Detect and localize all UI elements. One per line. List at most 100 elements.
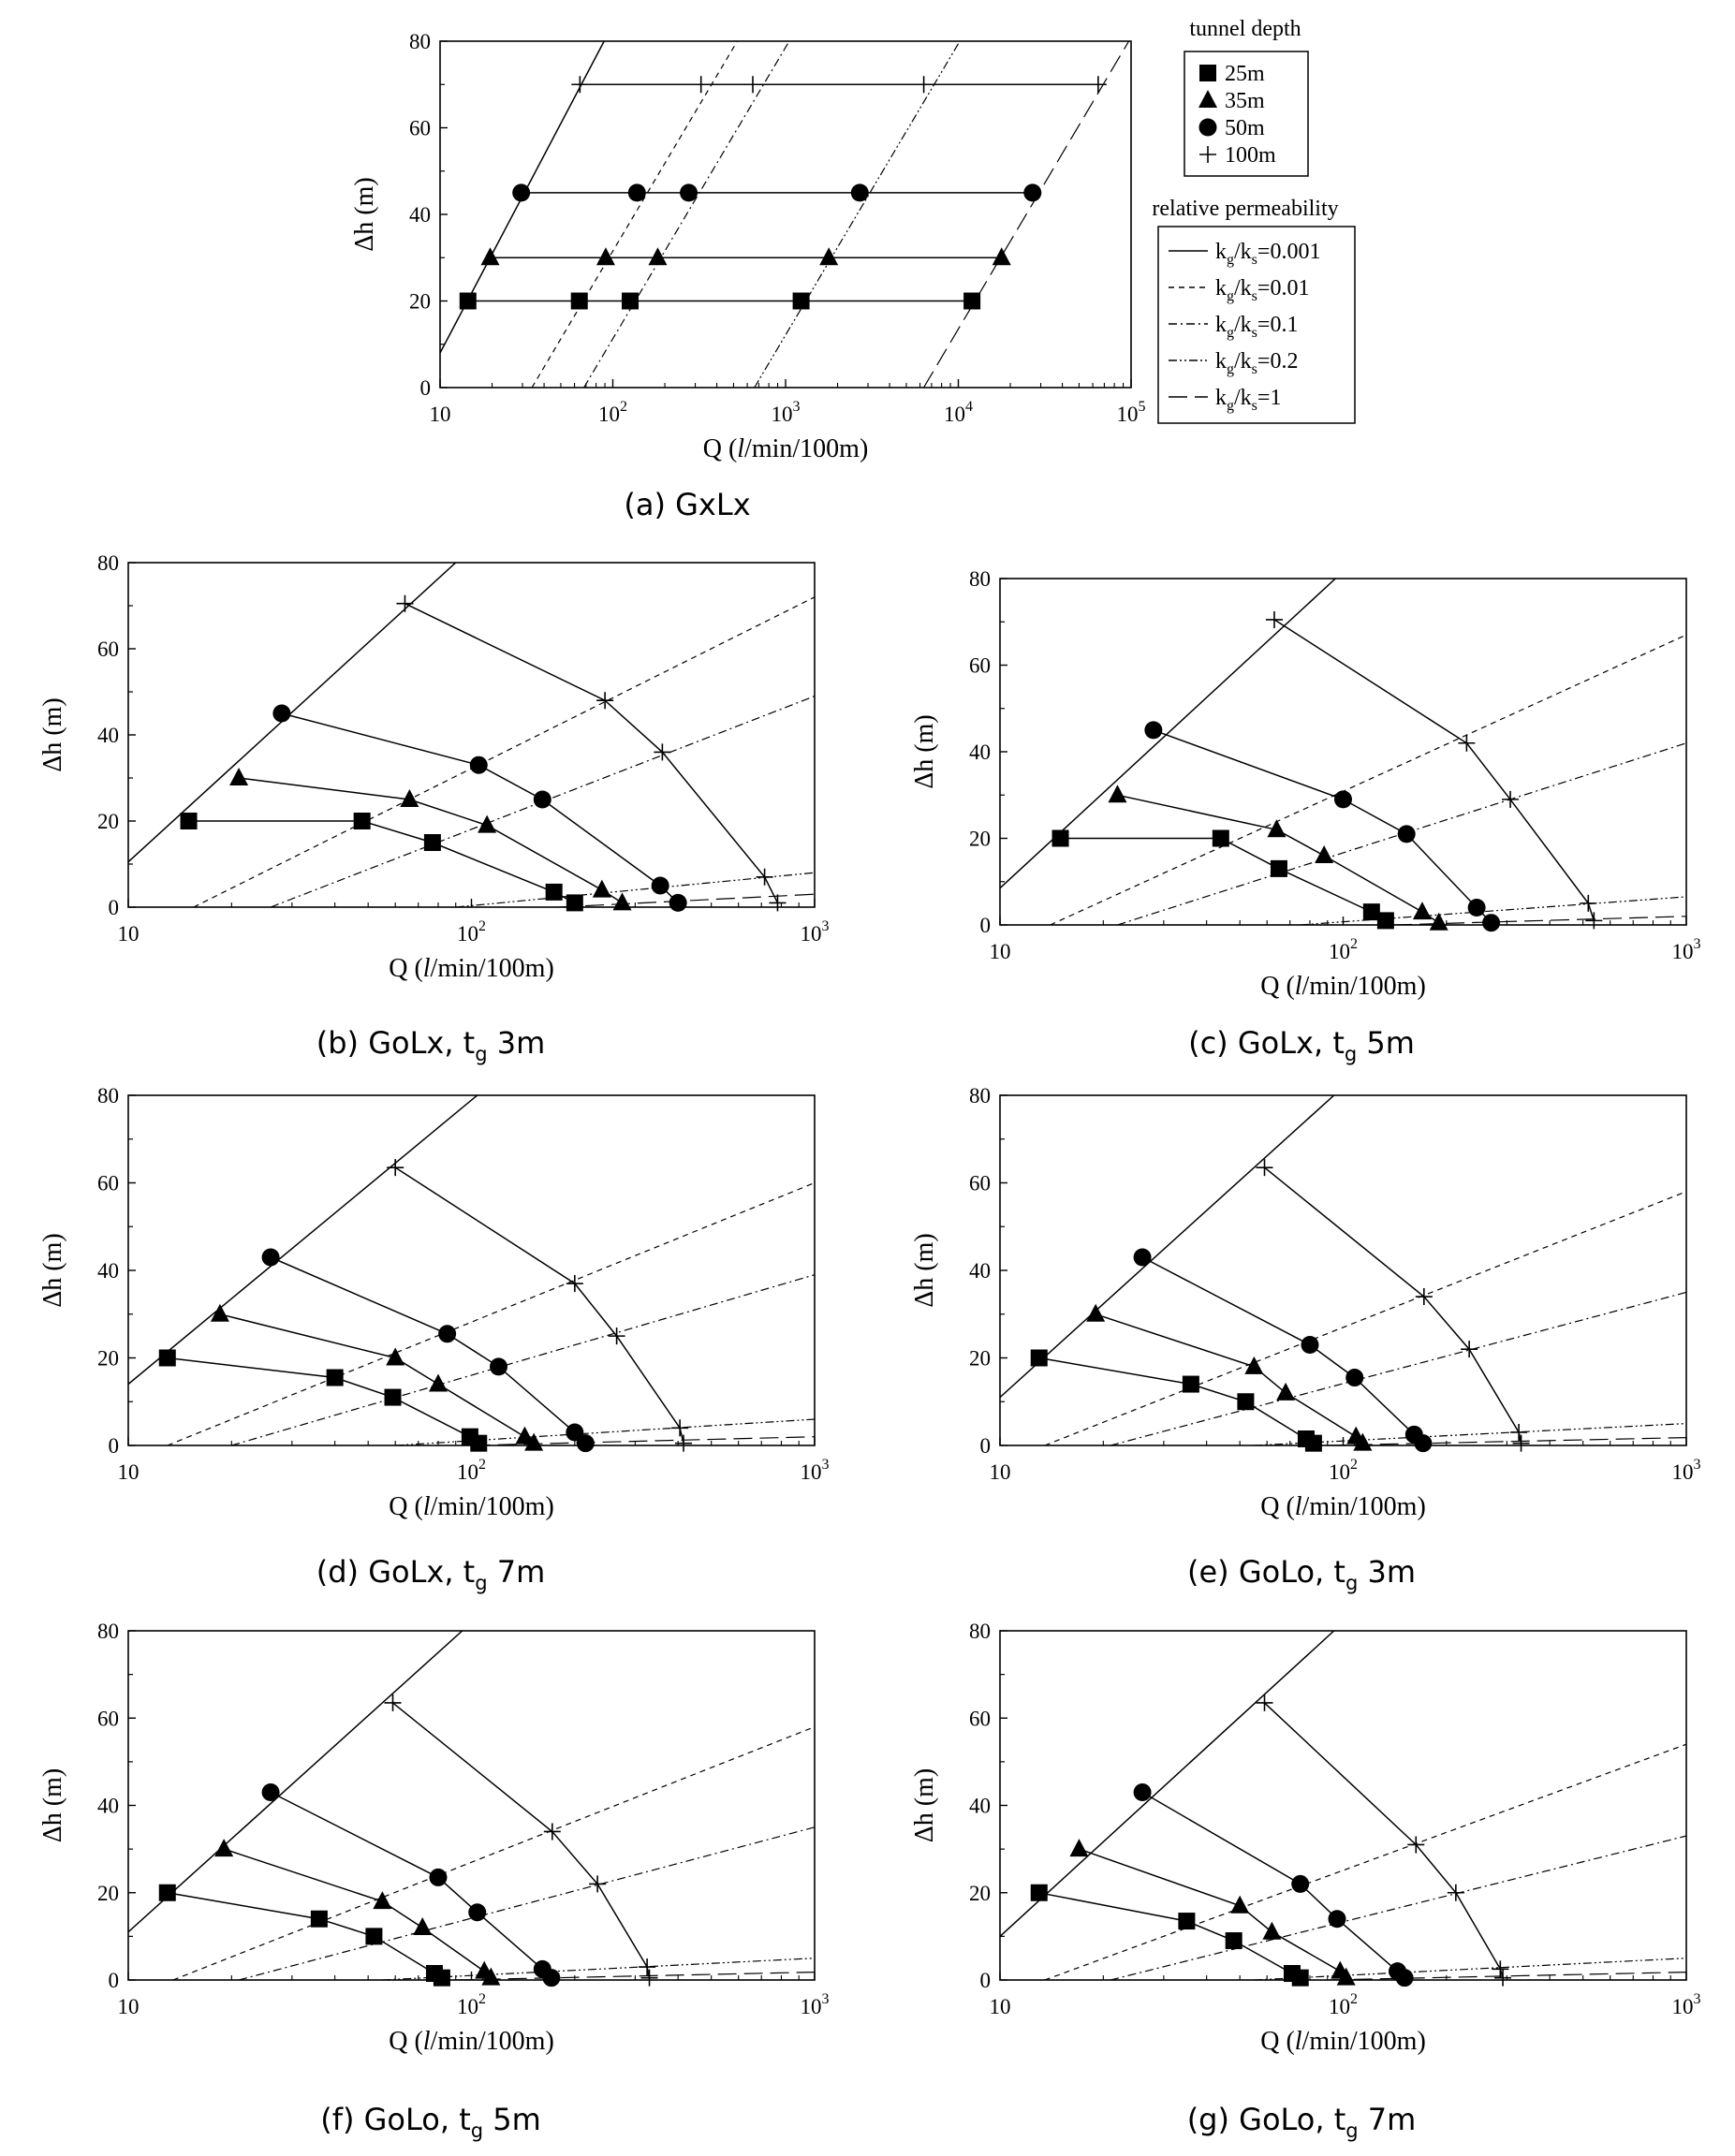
x-tick-exponent: 3 — [1694, 1457, 1701, 1473]
data-point-circle — [1467, 899, 1486, 917]
x-tick-base: 10 — [1329, 940, 1350, 963]
data-point-circle — [627, 183, 646, 202]
legend-marker-plus — [1199, 146, 1216, 163]
x-axis-label: Q (l/min/100m) — [1260, 972, 1426, 1001]
series-plus — [396, 594, 787, 912]
data-point-circle — [566, 1423, 584, 1442]
data-point-triangle — [1069, 1839, 1089, 1857]
series-circle — [1144, 721, 1501, 932]
x-tick-label: 104 — [944, 399, 973, 426]
legend-marker-triangle — [1198, 90, 1217, 108]
reference-line-longdash — [455, 1972, 815, 1980]
y-tick-label: 80 — [409, 30, 431, 53]
x-tick-base: 10 — [990, 940, 1011, 963]
series-line — [219, 1313, 535, 1445]
data-point-square — [622, 292, 640, 310]
series-line — [188, 820, 576, 904]
reference-line-longdash — [559, 893, 815, 907]
data-point-circle — [1328, 1910, 1346, 1929]
ratio-k: k — [1215, 386, 1227, 410]
x-tick-base: 10 — [990, 1995, 1011, 2018]
panel-caption-pre: (g) GoLo, t — [1187, 2102, 1346, 2137]
data-point-square — [365, 1928, 383, 1945]
y-tick-label: 80 — [97, 1620, 119, 1643]
data-point-circle — [1414, 1434, 1433, 1453]
y-axis-label: Δh (m) — [350, 177, 379, 251]
data-point-triangle — [1230, 1895, 1250, 1914]
data-point-square — [1225, 1932, 1242, 1950]
series-circle — [272, 704, 687, 912]
series-triangle — [480, 247, 1011, 266]
x-tick-label: 10 — [990, 1460, 1011, 1484]
series-line — [392, 1702, 651, 1978]
x-axis-label-l: l — [1295, 972, 1302, 1001]
ratio-value: =0.01 — [1257, 276, 1310, 301]
y-tick-label: 60 — [969, 1172, 991, 1195]
data-point-square — [310, 1910, 328, 1928]
data-point-square — [459, 292, 477, 310]
ratio-k: k — [1241, 276, 1252, 301]
ratio-value: =0.2 — [1257, 349, 1299, 374]
x-tick-base: 10 — [1672, 1460, 1694, 1484]
data-point-plus — [566, 1275, 583, 1293]
reference-line-dashdotdot — [455, 872, 815, 907]
reference-line-solid — [128, 563, 457, 863]
panel-caption-post: 7m — [488, 1554, 546, 1590]
plot-frame — [999, 578, 1687, 926]
reference-line-longdash — [922, 41, 1130, 388]
legend-permeability-label: kg/ks=0.2 — [1215, 349, 1298, 377]
y-tick-label: 40 — [409, 203, 431, 227]
x-tick-label: 103 — [801, 1457, 830, 1484]
x-tick-base: 10 — [801, 922, 822, 946]
panel-caption-sub: g — [1345, 2119, 1358, 2142]
reference-line-solid — [1000, 1631, 1335, 1937]
data-point-square — [545, 883, 563, 901]
x-tick-base: 10 — [944, 403, 965, 426]
y-axis-label: Δh (m) — [38, 697, 67, 771]
x-tick-exponent: 3 — [822, 918, 830, 934]
data-point-triangle — [1276, 1382, 1296, 1401]
data-point-square — [326, 1369, 344, 1386]
reference-line-dash — [1050, 634, 1686, 925]
reference-line-dashdot — [1110, 1291, 1686, 1445]
data-point-triangle — [612, 892, 632, 911]
x-axis-label-l: l — [423, 2027, 431, 2056]
y-tick-label: 80 — [97, 551, 119, 575]
x-tick-label: 102 — [1329, 936, 1358, 963]
y-axis-label: Δh (m) — [910, 1233, 939, 1307]
data-point-circle — [669, 893, 687, 912]
data-point-plus — [639, 1958, 656, 1976]
x-axis-label-post: /min/100m) — [431, 1492, 554, 1521]
data-point-circle — [850, 183, 869, 202]
panel-caption-pre: (c) GoLx, t — [1188, 1025, 1345, 1061]
x-tick-label: 103 — [801, 1991, 830, 2018]
data-point-circle — [512, 183, 531, 202]
legend: tunnel depth 25m 35m 50m 100m relative permea… — [1152, 17, 1356, 424]
panel-caption-sub: g — [475, 1572, 487, 1594]
data-point-triangle — [428, 1373, 448, 1392]
x-tick-label: 103 — [801, 918, 830, 946]
x-tick-base: 10 — [457, 1460, 478, 1484]
data-point-square — [566, 894, 583, 912]
ratio-k: k — [1241, 240, 1252, 264]
series-plus — [1265, 610, 1603, 930]
data-point-square — [1182, 1375, 1199, 1393]
reference-line-dash — [1044, 1191, 1686, 1445]
x-axis-label-post: /min/100m) — [1302, 972, 1426, 1001]
reference-line-longdash — [1327, 1437, 1686, 1445]
data-point-triangle — [648, 247, 668, 266]
data-point-triangle — [595, 247, 615, 266]
series-line — [1095, 1313, 1363, 1445]
x-tick-label: 102 — [457, 1457, 486, 1484]
x-axis-label-post: /min/100m) — [744, 434, 868, 463]
y-tick-label: 60 — [969, 1707, 991, 1730]
x-axis-label: Q (l/min/100m) — [1260, 2027, 1426, 2056]
data-point-triangle — [992, 247, 1011, 266]
y-tick-label: 60 — [969, 654, 991, 678]
y-tick-label: 20 — [97, 1882, 119, 1905]
y-tick-label: 60 — [409, 117, 431, 140]
reference-line-dash — [193, 596, 815, 907]
ratio-value: =0.001 — [1257, 240, 1321, 264]
panel-caption: (e) GoLo, tg 3m — [1187, 1554, 1416, 1594]
